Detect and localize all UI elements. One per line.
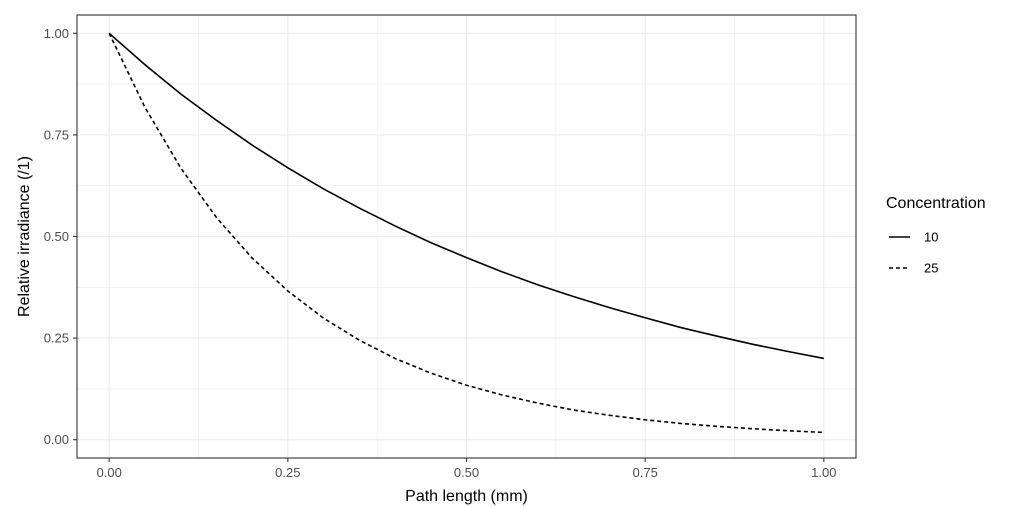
y-tick-label: 0.75 [44,127,69,142]
grid-major [77,15,856,458]
legend: Concentration 10 25 [886,195,986,276]
series-line-25 [108,32,824,434]
x-tick-label: 0.25 [275,465,300,480]
legend-items: 10 25 [889,230,938,276]
x-tick-label: 1.00 [811,465,836,480]
x-axis-title: Path length (mm) [405,488,528,505]
y-axis: 0.00 0.25 0.50 0.75 1.00 [44,26,77,447]
y-tick-label: 1.00 [44,26,69,41]
x-tick-label: 0.00 [97,465,122,480]
y-tick-label: 0.00 [44,432,69,447]
legend-title: Concentration [886,195,986,212]
y-axis-title: Relative irradiance (/1) [16,156,33,317]
x-tick-label: 0.50 [454,465,479,480]
y-tick-label: 0.50 [44,229,69,244]
x-tick-label: 0.75 [633,465,658,480]
x-axis: 0.00 0.25 0.50 0.75 1.00 [97,458,836,480]
legend-label-10: 10 [924,230,938,245]
y-tick-label: 0.25 [44,331,69,346]
series-layer [108,32,824,434]
series-line-10 [108,32,824,360]
legend-label-25: 25 [924,261,938,276]
